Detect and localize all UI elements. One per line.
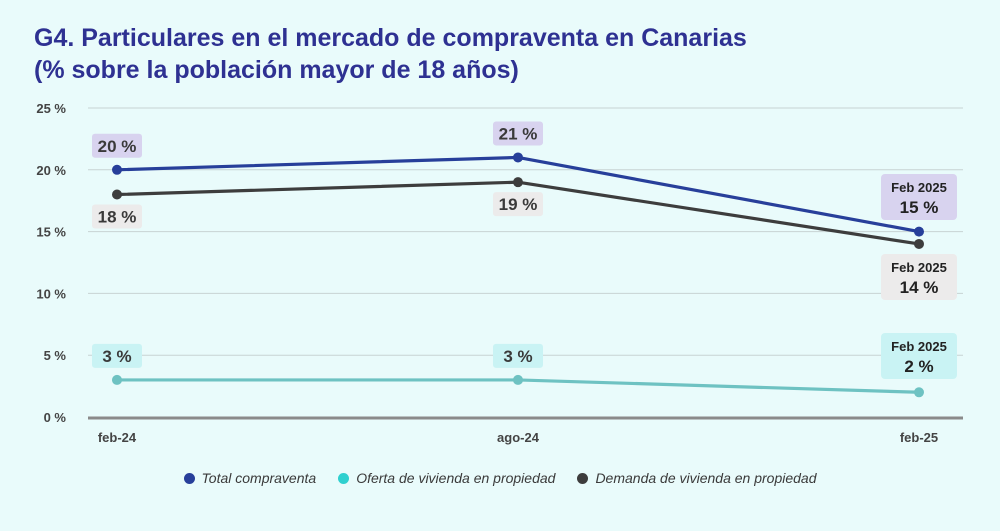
y-tick-label: 25 %: [36, 101, 66, 116]
data-label-bg: [493, 121, 543, 146]
y-tick-label: 15 %: [36, 225, 66, 240]
data-point-demanda: [914, 238, 924, 249]
data-label-demanda: 18 %: [98, 208, 137, 227]
data-label-bg: [92, 343, 142, 368]
data-label-oferta: 3 %: [102, 347, 131, 366]
chart-title-line1: G4. Particulares en el mercado de compra…: [34, 24, 747, 52]
x-tick-label: feb-24: [98, 430, 137, 445]
data-label-bg: [92, 204, 142, 229]
data-label-total: 20 %: [98, 137, 137, 156]
x-tick-label: ago-24: [497, 430, 540, 445]
callout-title-total: Feb 2025: [891, 180, 947, 195]
callout-title-demanda: Feb 2025: [891, 260, 947, 275]
data-point-total: [112, 164, 122, 175]
callout-value-total: 15 %: [900, 198, 939, 217]
callout-box-demanda: [881, 254, 957, 300]
data-label-demanda: 19 %: [499, 195, 538, 214]
y-tick-label: 5 %: [44, 348, 67, 363]
legend-marker-total: [183, 472, 195, 484]
data-point-oferta: [914, 387, 924, 398]
chart-title-line2: (% sobre la población mayor de 18 años): [34, 56, 519, 84]
legend-marker-oferta: [338, 472, 350, 484]
legend-label-demanda: Demanda de vivienda en propiedad: [595, 470, 817, 486]
data-point-demanda: [112, 189, 122, 200]
data-point-total: [914, 226, 924, 237]
y-tick-label: 20 %: [36, 163, 66, 178]
data-label-oferta: 3 %: [503, 347, 532, 366]
callout-box-oferta: [881, 333, 957, 379]
legend-label-oferta: Oferta de vivienda en propiedad: [356, 470, 556, 486]
legend-item-oferta: Oferta de vivienda en propiedad: [338, 470, 555, 486]
callout-title-oferta: Feb 2025: [891, 339, 947, 354]
data-point-oferta: [112, 374, 122, 385]
legend: Total compraventa Oferta de vivienda en …: [0, 470, 1000, 486]
legend-item-total: Total compraventa: [183, 470, 317, 486]
legend-label-total: Total compraventa: [201, 470, 317, 486]
callout-box-total: [881, 174, 957, 220]
legend-marker-demanda: [577, 472, 589, 484]
data-point-total: [513, 152, 523, 163]
data-label-bg: [92, 133, 142, 158]
data-point-oferta: [513, 374, 523, 385]
data-label-bg: [493, 343, 543, 368]
data-label-total: 21 %: [499, 124, 538, 143]
callout-value-demanda: 14 %: [900, 278, 939, 297]
y-tick-label: 10 %: [36, 286, 66, 301]
y-tick-label: 0 %: [44, 410, 67, 425]
data-point-demanda: [513, 177, 523, 188]
data-label-bg: [493, 192, 543, 217]
callout-value-oferta: 2 %: [904, 357, 933, 376]
legend-item-demanda: Demanda de vivienda en propiedad: [577, 470, 816, 486]
chart-title: G4. Particulares en el mercado de compra…: [34, 22, 747, 86]
x-tick-label: feb-25: [900, 430, 938, 445]
